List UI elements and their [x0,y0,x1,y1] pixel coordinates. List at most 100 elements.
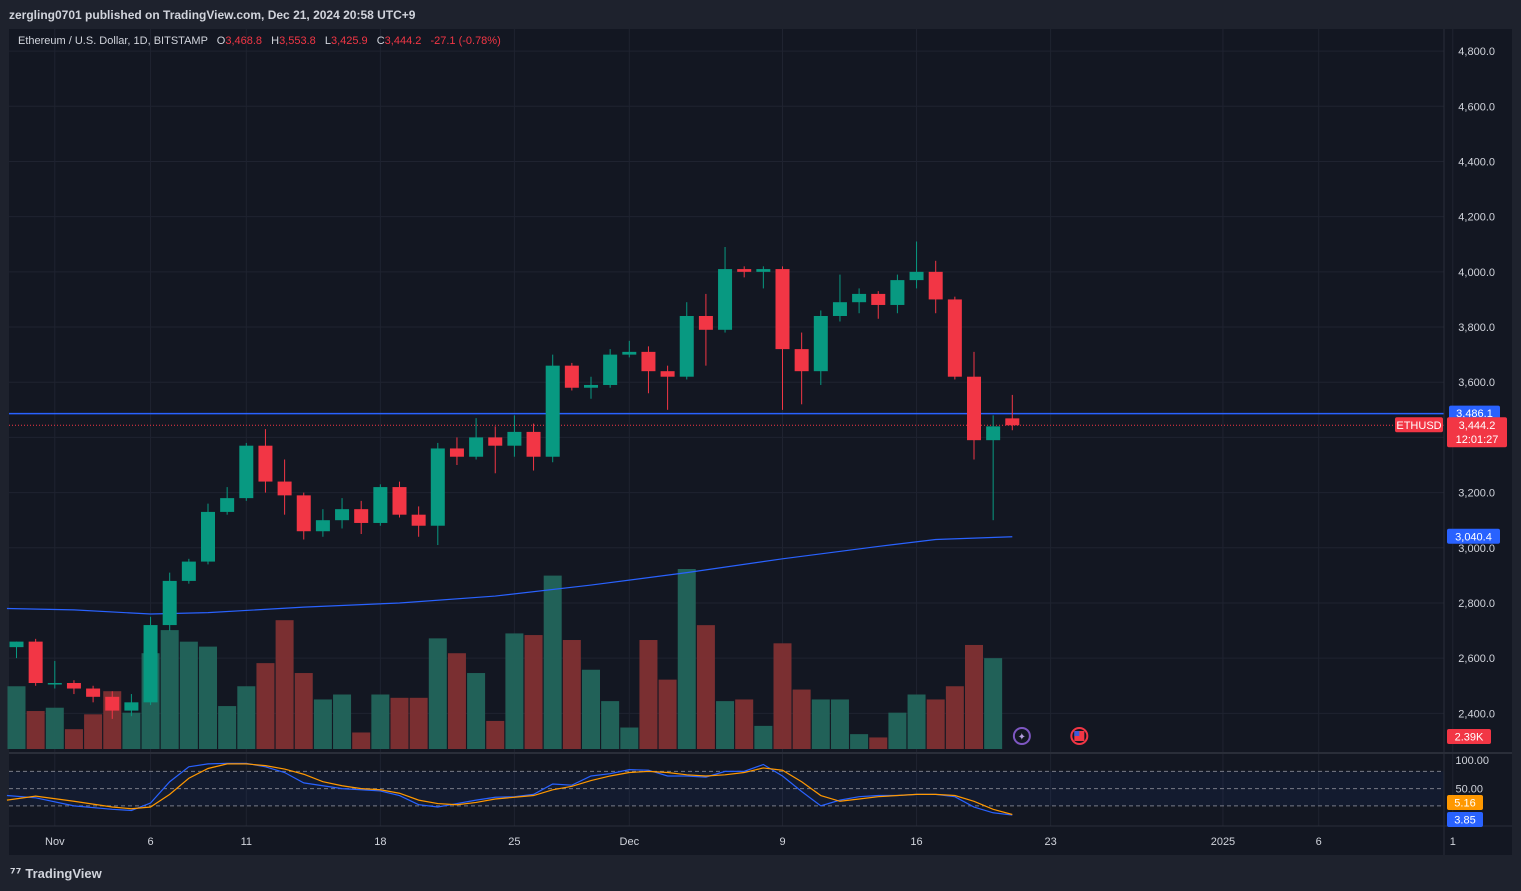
time-tick-label: Nov [45,836,65,848]
volume-bar [869,737,888,749]
volume-bar [467,673,486,749]
volume-bar [601,701,620,749]
candle-body [545,365,560,457]
volume-bar [620,727,639,749]
low-value: 3,425.9 [330,35,368,47]
publisher-bar: zergling0701 published on TradingView.co… [0,0,1521,28]
volume-bar [735,699,754,749]
volume-bar [64,729,83,749]
candle-body [947,299,962,377]
high-value: 3,553.8 [279,35,316,47]
publisher-line: zergling0701 published on TradingView.co… [9,8,416,22]
volume-tag-bg [1447,729,1491,744]
time-tick-label: 2025 [1211,836,1235,848]
low-label: L [324,35,331,47]
volume-bar [199,646,217,749]
time-tick-label: 6 [147,836,153,848]
hline-price-tag: 3,486.1 [1456,408,1493,420]
candle-body [928,271,943,300]
volume-bar [562,640,581,749]
volume-bar [677,569,696,749]
volume-bar [447,653,466,749]
candle-body [315,520,330,532]
price-tick-label: 4,400.0 [1458,156,1495,168]
ma-price-tag: 3,040.4 [1455,531,1492,543]
us-flag-icon [1070,727,1089,745]
candle-body [66,683,81,689]
candle-body [124,702,139,711]
price-tick-label: 2,600.0 [1458,653,1495,665]
close-value: 3,444.2 [384,35,422,47]
volume-bar [945,686,964,749]
price-tick-label: 3,600.0 [1458,377,1495,389]
candle-body [411,514,426,526]
flag-canton [1074,731,1080,736]
volume-bar [237,686,256,749]
candle-body [430,448,445,526]
volume-bar [792,689,811,749]
symbol-legend: Ethereum / U.S. Dollar, 1D, BITSTAMP O3,… [18,35,501,47]
last-price-tag: 3,444.2 [1459,420,1496,432]
candle-body [603,354,618,385]
volume-bar [965,644,983,749]
candle-body [718,269,733,330]
volume-bar [716,701,735,749]
candle-body [813,315,828,372]
candle-body [507,431,522,446]
stochastic-d-tag-bg [1447,795,1483,810]
stochastic-k-tag-bg [1447,812,1483,827]
candle-body [622,351,637,355]
candle-body [335,509,350,521]
candle-body [392,487,407,515]
price-tick-label: 4,000.0 [1458,267,1495,279]
candle-body [698,315,713,330]
volume-bar [907,694,926,749]
price-tick-label: 2,800.0 [1458,598,1495,610]
time-tick-label: 23 [1044,836,1056,848]
volume-bar [926,699,945,749]
candle-body [47,683,62,685]
volume-bar [984,658,1003,749]
volume-bar [639,640,658,749]
candle-body [258,445,273,482]
volume-bar [696,625,715,749]
volume-bar [811,699,830,749]
candle-body [105,696,120,711]
stochastic-d-line [6,763,1013,816]
candle-body [201,511,215,562]
volume-bar [7,686,26,749]
candle-body [449,448,464,457]
candle-body [852,293,867,303]
price-tick-label: 3,200.0 [1458,488,1495,500]
candle-body [469,437,484,457]
event-star: ✦ [1018,732,1026,743]
volume-bar [352,732,371,749]
event-marker-icon: ✦ [1012,727,1031,745]
volume-bar [218,706,237,749]
time-tick-label: Dec [620,836,640,848]
hline-price-tag-bg [1449,405,1500,421]
candle-body [526,431,541,457]
volume-bar [275,620,294,749]
price-tick-label: 4,600.0 [1458,101,1495,113]
candle-body [181,561,196,581]
time-tick-label: 11 [241,836,252,848]
volume-bar [179,641,198,749]
volume-bar [122,712,141,749]
price-tick-label: 3,800.0 [1458,322,1495,334]
candle-body [354,509,369,523]
volume-bar [390,697,409,749]
volume-bar [888,712,907,749]
ma-price-tag-bg [1447,528,1500,544]
volume-bar [582,669,600,749]
volume-bar [45,707,64,749]
time-tick-label: 6 [1316,836,1322,848]
tradingview-logo[interactable]: ⁷⁷ TradingView [10,866,102,882]
countdown-tag: 12:01:27 [1456,434,1499,446]
stochastic-tick-label: 100.00 [1455,755,1489,767]
volume-bar [333,694,352,749]
candle-body [756,269,771,272]
candle-body [737,269,752,272]
candle-body [679,315,694,377]
